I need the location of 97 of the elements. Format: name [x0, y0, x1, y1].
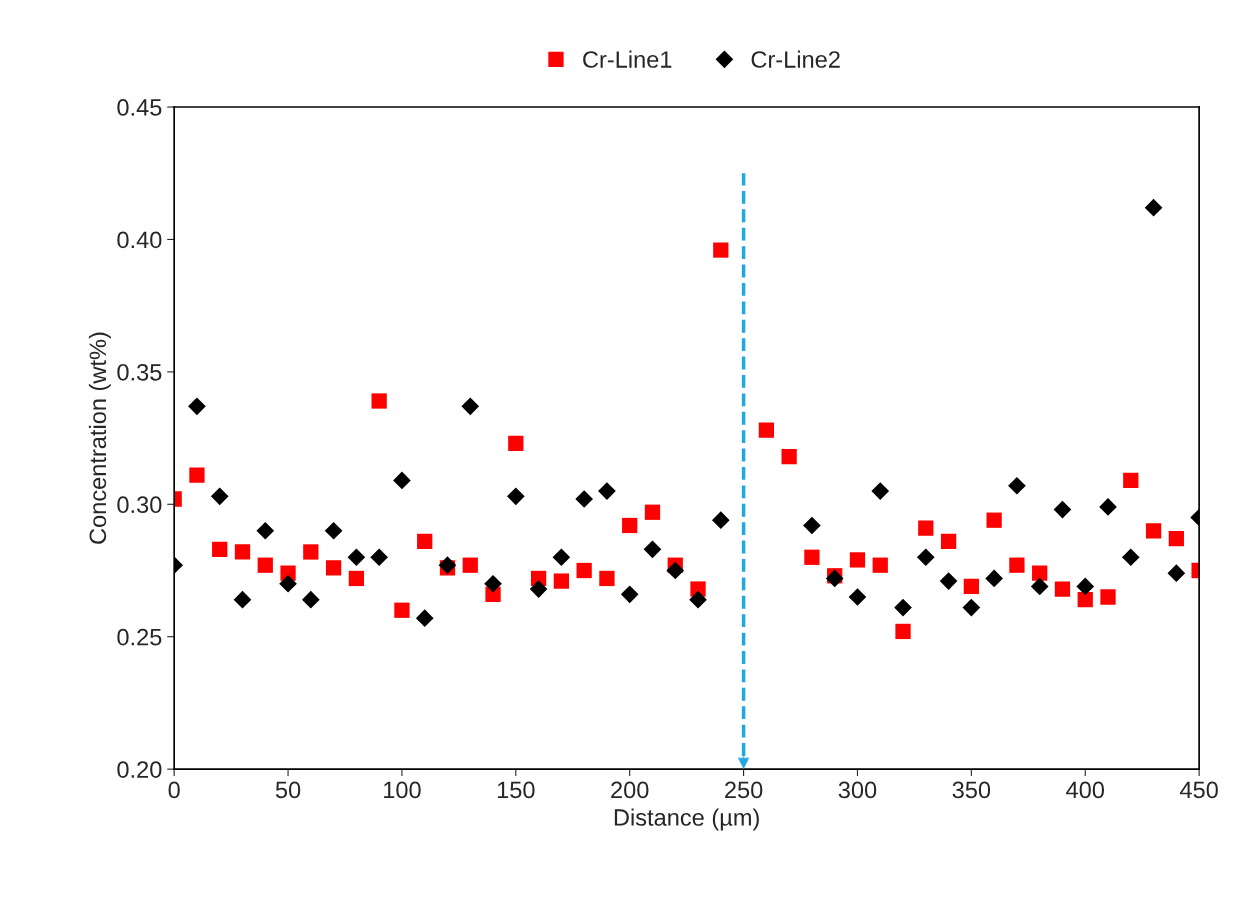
point [871, 482, 890, 500]
point [986, 512, 1002, 528]
point [939, 572, 958, 590]
point [781, 448, 797, 465]
point [415, 609, 434, 628]
point [895, 623, 911, 640]
point [394, 602, 410, 618]
y-tick-label: 0.20 [117, 761, 162, 778]
point [506, 487, 525, 506]
y-tick-label: 0.25 [117, 628, 162, 646]
point [553, 573, 570, 589]
x-tick-label: 300 [838, 781, 877, 799]
point [1032, 565, 1048, 581]
legend-label: Cr-Line1 [583, 50, 672, 68]
point [1121, 548, 1140, 567]
x-tick-label: 200 [611, 781, 649, 799]
x-tick-label: 350 [952, 781, 991, 799]
point [985, 569, 1003, 588]
x-tick-label: 50 [275, 781, 301, 799]
x-tick-label: 450 [1179, 781, 1218, 799]
point [1100, 589, 1116, 605]
point [643, 540, 662, 559]
point [212, 541, 228, 557]
point [803, 516, 821, 535]
point [962, 598, 981, 617]
point [758, 422, 774, 438]
point [256, 521, 275, 540]
point [210, 487, 229, 506]
point [918, 520, 934, 536]
point [1008, 476, 1026, 495]
point [234, 544, 251, 560]
point [371, 393, 387, 409]
point [849, 552, 866, 568]
point [666, 561, 685, 580]
point [438, 556, 457, 575]
point [257, 557, 273, 573]
point [598, 482, 616, 500]
point [1053, 500, 1072, 519]
x-tick-label: 100 [384, 781, 421, 799]
point [189, 467, 205, 483]
point [347, 548, 366, 567]
point [508, 435, 524, 452]
point [233, 590, 252, 609]
point [622, 517, 638, 534]
y-tick-label: 0.35 [117, 363, 162, 381]
y-tick-label: 0.45 [117, 99, 162, 116]
point [462, 557, 478, 573]
point [1167, 564, 1186, 582]
point [1145, 523, 1162, 539]
x-axis-title: Distance (µm) [614, 808, 759, 831]
point [1076, 577, 1095, 596]
point [301, 590, 320, 609]
point [872, 557, 888, 573]
y-tick-label: 0.30 [117, 496, 162, 514]
point [689, 590, 707, 609]
point [303, 544, 319, 560]
point [1030, 577, 1049, 596]
point [1099, 498, 1117, 516]
point [1009, 557, 1025, 573]
x-tick-label: 150 [497, 781, 535, 799]
point [575, 490, 593, 508]
y-tick-label: 0.40 [117, 231, 162, 249]
point [599, 570, 615, 587]
point [393, 471, 411, 490]
point [279, 574, 297, 593]
legend-label: Cr-Line2 [751, 50, 840, 68]
point [1077, 592, 1093, 608]
point [348, 570, 365, 587]
point [1054, 581, 1071, 597]
point [417, 533, 433, 550]
point [620, 585, 639, 604]
point [370, 548, 388, 567]
point [1168, 531, 1184, 547]
point [848, 588, 867, 606]
point [552, 548, 571, 567]
point [325, 560, 342, 576]
point [711, 511, 730, 530]
point [916, 548, 935, 567]
point [894, 598, 912, 617]
y-axis-title: Concentration (wt%) [88, 332, 111, 544]
point [188, 397, 206, 416]
point [1123, 472, 1139, 489]
point [324, 521, 343, 540]
point [644, 504, 661, 520]
point [461, 397, 480, 416]
x-tick-label: 400 [1066, 781, 1105, 799]
point [484, 574, 502, 593]
point [825, 569, 844, 588]
x-tick-label: 250 [725, 781, 763, 799]
x-tick-label: 0 [168, 781, 180, 799]
point [804, 549, 820, 565]
point [963, 578, 979, 595]
point [576, 562, 592, 579]
point [940, 533, 957, 550]
point [1144, 198, 1163, 217]
point [713, 242, 729, 258]
point [529, 580, 548, 598]
